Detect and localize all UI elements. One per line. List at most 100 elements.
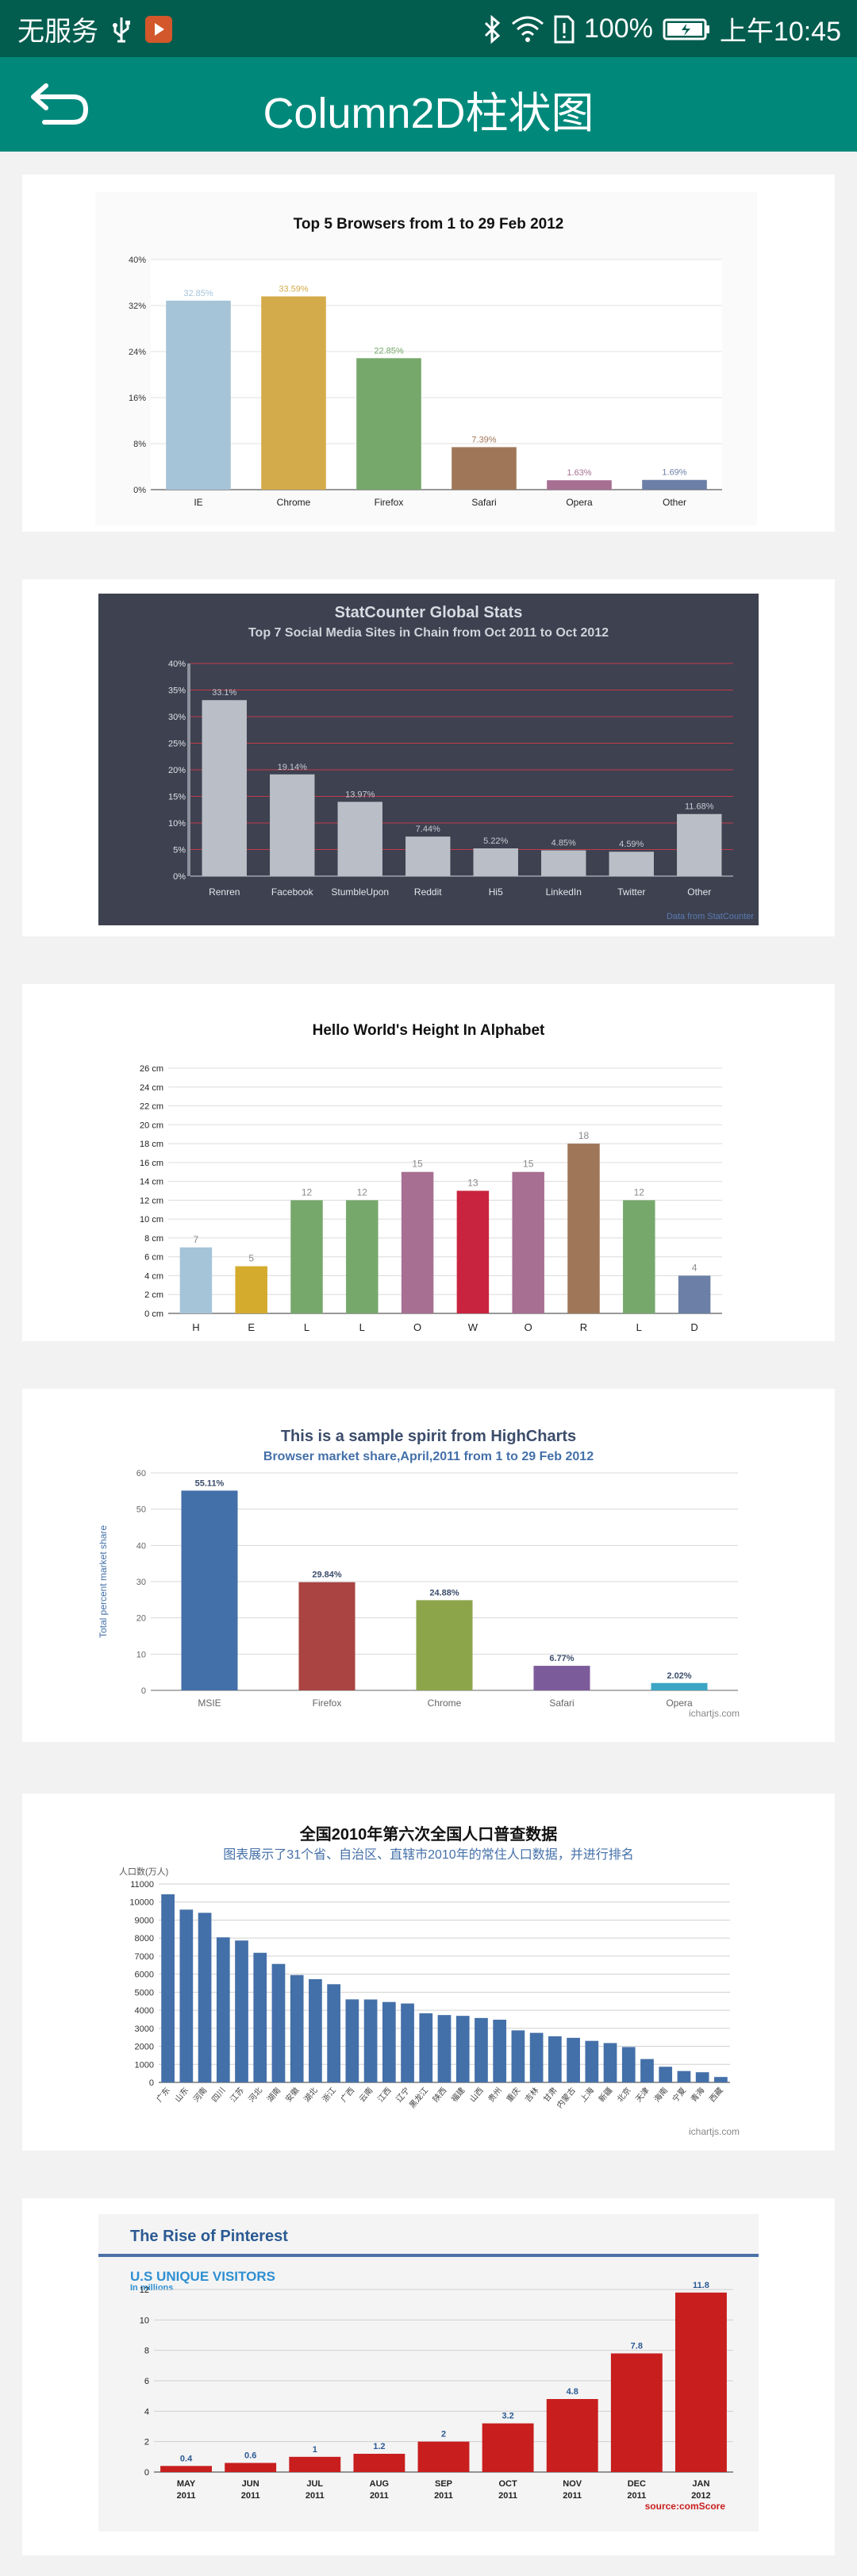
x-tick-label: L — [359, 1321, 365, 1333]
x-tick-label: 宁夏 — [670, 2086, 688, 2105]
y-tick-label: 40% — [168, 659, 186, 669]
bar — [546, 2399, 598, 2472]
chart-title: Hello World's Height In Alphabet — [313, 1022, 545, 1039]
chart-card-3: Hello World's Height In Alphabet 0 cm 2 cm… — [22, 984, 835, 1341]
y-tick-label: 16% — [129, 394, 146, 403]
y-tick-label: 9000 — [135, 1916, 154, 1925]
chart-title: The Rise of Pinterest — [130, 2228, 288, 2245]
data-label: 6.77% — [549, 1654, 574, 1663]
x-tick-label: Facebook — [271, 886, 314, 898]
x-tick-label: 河北 — [247, 2086, 264, 2104]
bar — [512, 1171, 544, 1313]
bar — [548, 2036, 562, 2082]
x-tick-label: 贵州 — [486, 2086, 504, 2105]
bar — [675, 2292, 727, 2472]
data-label: 32.85% — [183, 289, 213, 298]
x-tick-label: 吉林 — [523, 2086, 541, 2105]
data-label: 24.88% — [429, 1588, 459, 1598]
x-tick-label: 重庆 — [504, 2086, 522, 2105]
y-tick-label: 20 cm — [140, 1121, 163, 1130]
data-label: 7 — [194, 1234, 199, 1245]
x-tick-label: Other — [663, 497, 686, 508]
data-label: 5.22% — [483, 836, 508, 846]
x-tick-label: Opera — [566, 497, 593, 508]
x-tick-label: 辽宁 — [394, 2086, 412, 2105]
x-tick-label: 广西 — [339, 2086, 356, 2104]
back-arrow-icon[interactable] — [29, 79, 92, 130]
data-label: 11.8 — [693, 2281, 709, 2290]
data-label: 15 — [412, 1159, 423, 1170]
bar — [677, 813, 722, 876]
x-tick-label: NOV 2011 — [563, 2479, 582, 2501]
chart-subtitle: 图表展示了31个省、自治区、直辖市2010年的常住人口数据，并进行排名 — [223, 1847, 633, 1862]
title-rule — [98, 2254, 759, 2257]
bar — [161, 1894, 175, 2082]
x-tick-label: 西藏 — [708, 2086, 725, 2104]
data-label: 7.39% — [471, 435, 496, 444]
y-tick-label: 8000 — [135, 1934, 154, 1944]
bar — [225, 2463, 277, 2472]
bar — [452, 447, 517, 490]
y-tick-label: 10% — [168, 819, 186, 829]
chart-title: Top 5 Browsers from 1 to 29 Feb 2012 — [294, 216, 564, 233]
bar — [417, 2441, 470, 2472]
bar — [493, 2020, 507, 2082]
data-label: 0.4 — [180, 2454, 193, 2463]
x-tick-label: JUN 2011 — [241, 2479, 260, 2501]
bar — [511, 2030, 525, 2082]
x-tick-label: 天津 — [634, 2086, 651, 2104]
x-tick-label: 内蒙古 — [555, 2086, 578, 2110]
y-tick-label: 8% — [133, 440, 146, 449]
bar — [609, 852, 654, 876]
bar — [401, 2003, 414, 2082]
bar — [363, 1999, 378, 2082]
bar — [401, 1171, 434, 1313]
data-label: 13 — [467, 1178, 478, 1189]
x-tick-label: AUG 2011 — [370, 2479, 389, 2501]
y-axis-label: Total percent market share — [98, 1525, 109, 1638]
bar — [456, 1190, 490, 1313]
bar — [298, 1582, 355, 1690]
x-tick-label: 陕西 — [430, 2086, 448, 2105]
y-tick-label: 26 cm — [140, 1064, 163, 1074]
data-label: 4.85% — [551, 839, 576, 848]
bar — [202, 700, 247, 876]
chart-card-2: StatCounter Global Stats Top 7 Social Med… — [22, 579, 835, 936]
bar — [482, 2423, 534, 2472]
app-notification-icon — [145, 15, 172, 43]
x-tick-label: 湖南 — [264, 2086, 282, 2105]
x-tick-label: Chrome — [428, 1697, 462, 1709]
x-tick-label: Safari — [549, 1697, 574, 1709]
data-label: 12 — [302, 1186, 313, 1198]
x-tick-label: E — [248, 1321, 255, 1333]
x-tick-label: JAN 2012 — [691, 2479, 710, 2501]
x-tick-label: 海南 — [651, 2086, 670, 2105]
bar — [290, 1974, 304, 2082]
bar — [437, 2015, 452, 2082]
data-label: 7.44% — [416, 825, 440, 834]
y-tick-label: 4 — [144, 2407, 149, 2416]
x-tick-label: JUL 2011 — [306, 2479, 325, 2501]
chart-card-5: 全国2010年第六次全国人口普查数据 图表展示了31个省、自治区、直辖市2010年… — [22, 1794, 835, 2151]
x-tick-label: IE — [194, 497, 202, 508]
bar — [235, 1266, 267, 1313]
x-tick-label: 青海 — [689, 2086, 707, 2105]
bar — [271, 1963, 286, 2082]
x-tick-label: L — [636, 1321, 642, 1333]
sim-alert-icon — [554, 15, 575, 43]
y-tick-label: 6000 — [135, 1970, 154, 1980]
bar — [473, 848, 518, 876]
x-tick-label: O — [525, 1321, 532, 1333]
x-tick-label: R — [580, 1321, 587, 1333]
y-tick-label: 10 — [140, 2316, 149, 2325]
bar — [541, 850, 586, 876]
data-label: 19.14% — [278, 763, 308, 772]
y-tick-label: 2 cm — [144, 1290, 163, 1300]
bar — [289, 2456, 341, 2472]
data-label: 55.11% — [195, 1478, 225, 1488]
x-tick-label: SEP 2011 — [434, 2479, 453, 2501]
data-label: 1.63% — [567, 468, 591, 478]
y-tick-label: 11000 — [130, 1880, 154, 1890]
chart-card-1: Top 5 Browsers from 1 to 29 Feb 2012 0% 8%… — [22, 175, 835, 532]
bar — [353, 2454, 405, 2472]
